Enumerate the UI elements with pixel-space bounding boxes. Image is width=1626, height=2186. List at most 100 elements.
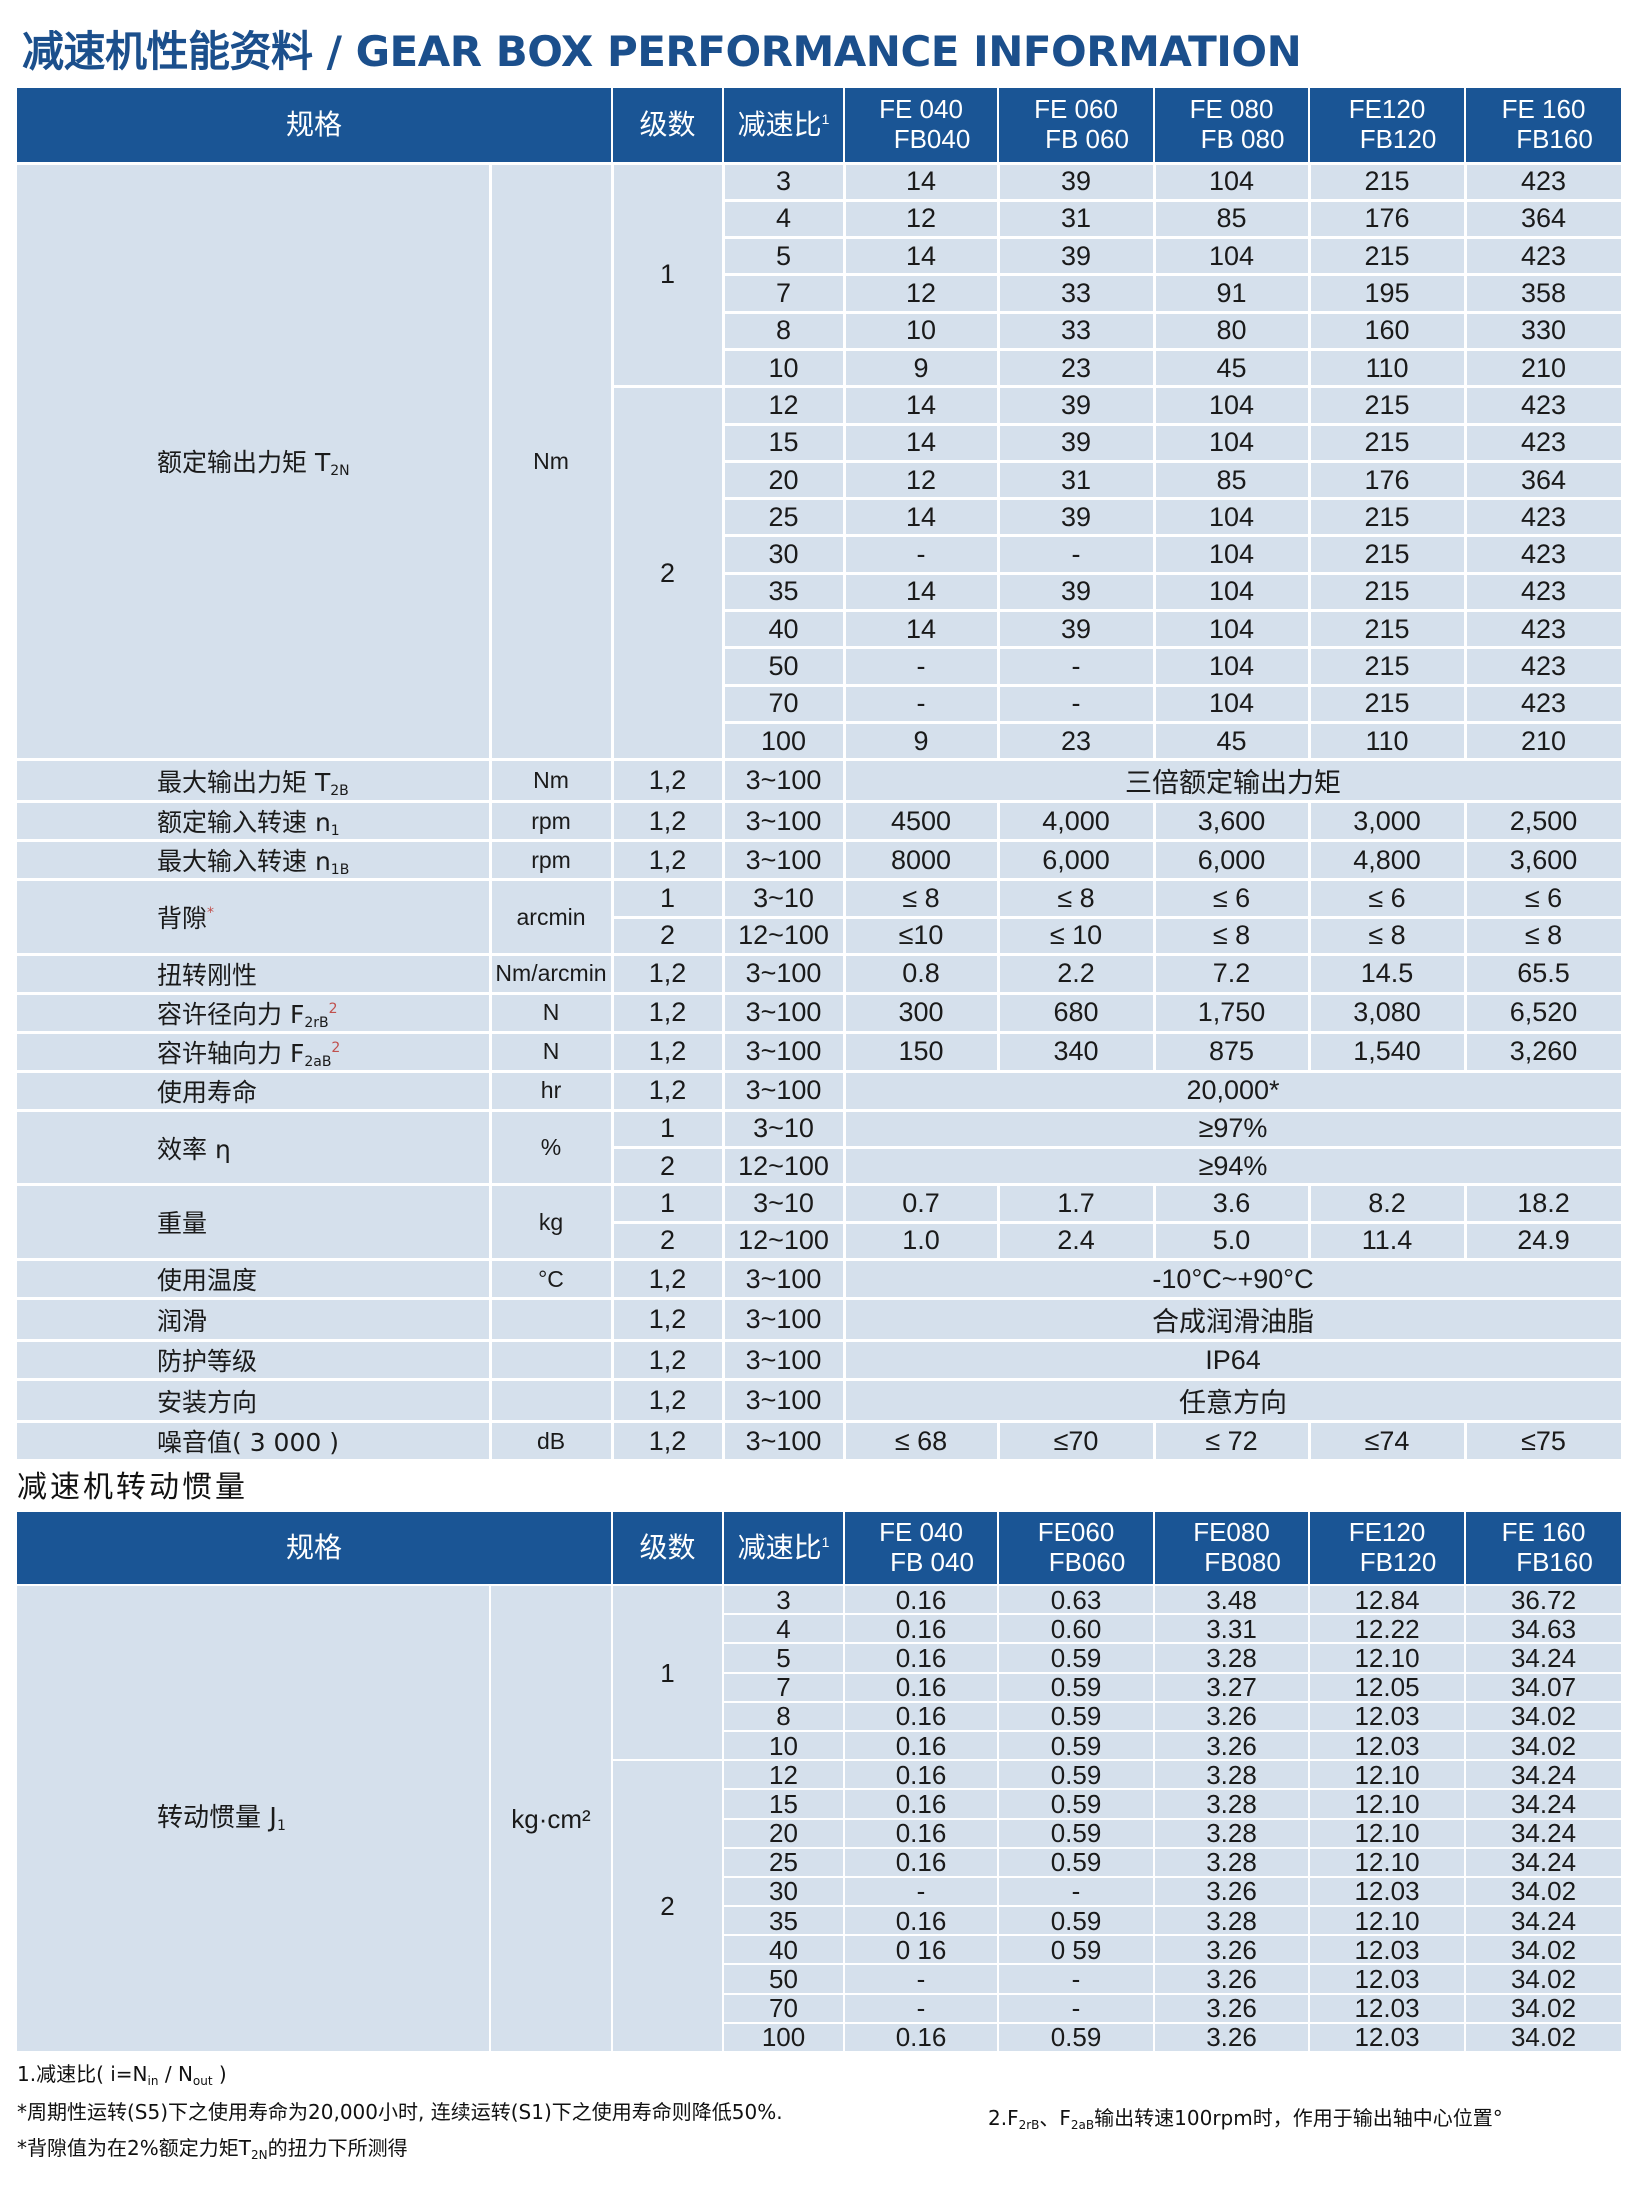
value-cell: ≤70	[996, 1420, 1156, 1463]
value-cell: 358	[1463, 273, 1624, 314]
value-cell: ≤10	[842, 915, 1000, 956]
spec-unit: Nm	[488, 161, 614, 762]
value-cell: 34.07	[1464, 1671, 1624, 1703]
model-fb: FB040	[893, 123, 971, 154]
spec-label: 重量	[17, 1183, 492, 1262]
value-cell: 6,000	[996, 839, 1156, 882]
value-cell: 423	[1463, 161, 1624, 202]
value-cell: 23	[996, 720, 1156, 762]
value-cell: 3.26	[1153, 1700, 1311, 1732]
stage-cell: 1,2	[610, 1030, 725, 1073]
value-cell: ≤74	[1307, 1420, 1467, 1463]
value-cell: ≤ 6	[1463, 878, 1624, 919]
header-ratio-note: 1	[821, 1533, 830, 1550]
value-cell: ≤75	[1463, 1420, 1624, 1463]
spec-label-text: 最大输入转速 n	[157, 847, 331, 877]
ratio-cell: 3	[721, 161, 846, 202]
ratio-cell: 10	[723, 1729, 846, 1762]
value-cell: 150	[842, 1030, 1000, 1073]
value-cell: 39	[996, 571, 1156, 613]
stage-cell: 1	[610, 878, 725, 919]
table-row: 背隙* arcmin 1 3~10 ≤ 8 ≤ 8 ≤ 6 ≤ 6 ≤ 6	[17, 878, 1624, 956]
header-ratio-note: 1	[821, 110, 830, 127]
model-fe: FE120	[1348, 1517, 1426, 1548]
value-cell: 0.16	[843, 1613, 1000, 1645]
ratio-cell: 30	[723, 534, 846, 575]
ratio-cell: 40	[723, 1934, 846, 1966]
table-row: 最大输入转速 n1B rpm 1,2 3~100 8000 6,000 6,000 4,800…	[17, 839, 1624, 882]
table-row: 8 0.16 0.59 3.26 12.03 34.02	[17, 1700, 1624, 1732]
value-cell: 34.63	[1464, 1613, 1624, 1645]
spec-label-sub: 2B	[330, 782, 349, 799]
value-cell: 34.02	[1464, 1729, 1624, 1762]
spec-label-text: 使用温度	[157, 1266, 258, 1296]
spec-label: 使用温度	[17, 1258, 492, 1301]
value-cell: 45	[1152, 720, 1311, 762]
value-cell: 39	[996, 609, 1156, 650]
value-cell: 3.26	[1153, 1992, 1311, 2024]
ratio-cell: 7	[723, 273, 846, 314]
stage-cell: 1,2	[610, 1378, 725, 1424]
value-cell: 0.59	[997, 2021, 1156, 2054]
ratio-cell: 35	[723, 571, 846, 613]
footnote-backlash: *背隙值为在2%额定力矩T2N的扭力下所测得	[17, 2132, 408, 2162]
table-row: 容许轴向力 F2aB2 N 1,2 3~100 150 340 875 1,540 3,260	[17, 1030, 1624, 1073]
stage-cell: 1,2	[610, 839, 725, 882]
ratio-cell: 4	[723, 1613, 846, 1645]
ratio-cell: 3~100	[721, 758, 846, 804]
table-row: 10 0.16 0.59 3.26 12.03 34.02	[17, 1729, 1624, 1762]
ratio-cell: 3~100	[721, 991, 846, 1034]
value-cell: 9	[842, 347, 1000, 389]
value-cell: 80	[1152, 310, 1311, 351]
ratio-cell: 5	[723, 236, 846, 277]
stage-cell: 2	[612, 1220, 725, 1262]
table-row: 4 12 31 85 176 364	[17, 198, 1624, 240]
value-cell: 4,800	[1307, 839, 1467, 882]
value-cell: 1,750	[1152, 991, 1311, 1034]
value-cell: 34.02	[1464, 1934, 1624, 1966]
table-row: 2 12~100 ≤10 ≤ 10 ≤ 8 ≤ 8 ≤ 8	[17, 915, 1624, 956]
model-fb: FB 080	[1200, 123, 1285, 154]
spec-label-text: 使用寿命	[157, 1077, 258, 1107]
value-cell: 0 16	[843, 1934, 1000, 1966]
table-row: 效率 η% 1 3~10 ≥97%	[17, 1108, 1624, 1187]
value-cell: 12.05	[1308, 1671, 1467, 1703]
merged-value-cell: 20,000*	[842, 1069, 1624, 1112]
stage-cell: 1,2	[610, 1069, 725, 1112]
spec-unit: °C	[488, 1258, 614, 1301]
value-cell: 12.10	[1308, 1788, 1467, 1820]
ratio-cell: 12	[722, 1759, 846, 1791]
ratio-cell: 100	[723, 720, 846, 762]
table-row: 5 14 39 104 215 423	[17, 236, 1624, 277]
spec-label: 润滑	[17, 1297, 492, 1343]
ratio-cell: 3~100	[721, 800, 846, 843]
model-fb: FB120	[1359, 1547, 1437, 1577]
ratio-cell: 70	[723, 683, 846, 724]
value-cell: 3,080	[1307, 991, 1467, 1034]
merged-value-cell: 三倍额定输出力矩	[842, 758, 1624, 804]
merged-value-cell: 合成润滑油脂	[842, 1297, 1624, 1343]
ratio-cell: 3~100	[721, 1339, 846, 1382]
value-cell: 3,600	[1152, 800, 1311, 843]
spec-label: 最大输入转速 n1B	[17, 839, 492, 882]
merged-value-cell: -10°C~+90°C	[842, 1258, 1624, 1301]
stage-cell: 2	[612, 1146, 725, 1187]
ratio-cell: 12~100	[721, 1220, 846, 1262]
value-cell: 423	[1463, 646, 1624, 687]
table-row: 润滑 1,2 3~100 合成润滑油脂	[17, 1297, 1624, 1343]
value-cell: -	[842, 646, 1000, 687]
value-cell: 12.84	[1308, 1583, 1467, 1616]
value-cell: 34.02	[1464, 1992, 1624, 2024]
footnote-text: 、F	[1039, 2106, 1071, 2130]
table-row: 35 14 39 104 215 423	[17, 571, 1624, 613]
header-stage: 级数	[611, 88, 725, 164]
spec-label-text: 额定输出力矩 T	[157, 448, 331, 478]
table-row: 7 12 33 91 195 358	[17, 273, 1624, 314]
ratio-cell: 5	[723, 1642, 846, 1674]
table-row: 最大输出力矩 T2B Nm 1,2 3~100 三倍额定输出力矩	[17, 758, 1624, 804]
value-cell: ≤ 10	[996, 915, 1156, 956]
value-cell: 0 59	[997, 1934, 1156, 1966]
value-cell: 14	[842, 385, 1000, 426]
value-cell: 2.4	[996, 1220, 1156, 1262]
spec-label-text: 防护等级	[157, 1347, 258, 1377]
